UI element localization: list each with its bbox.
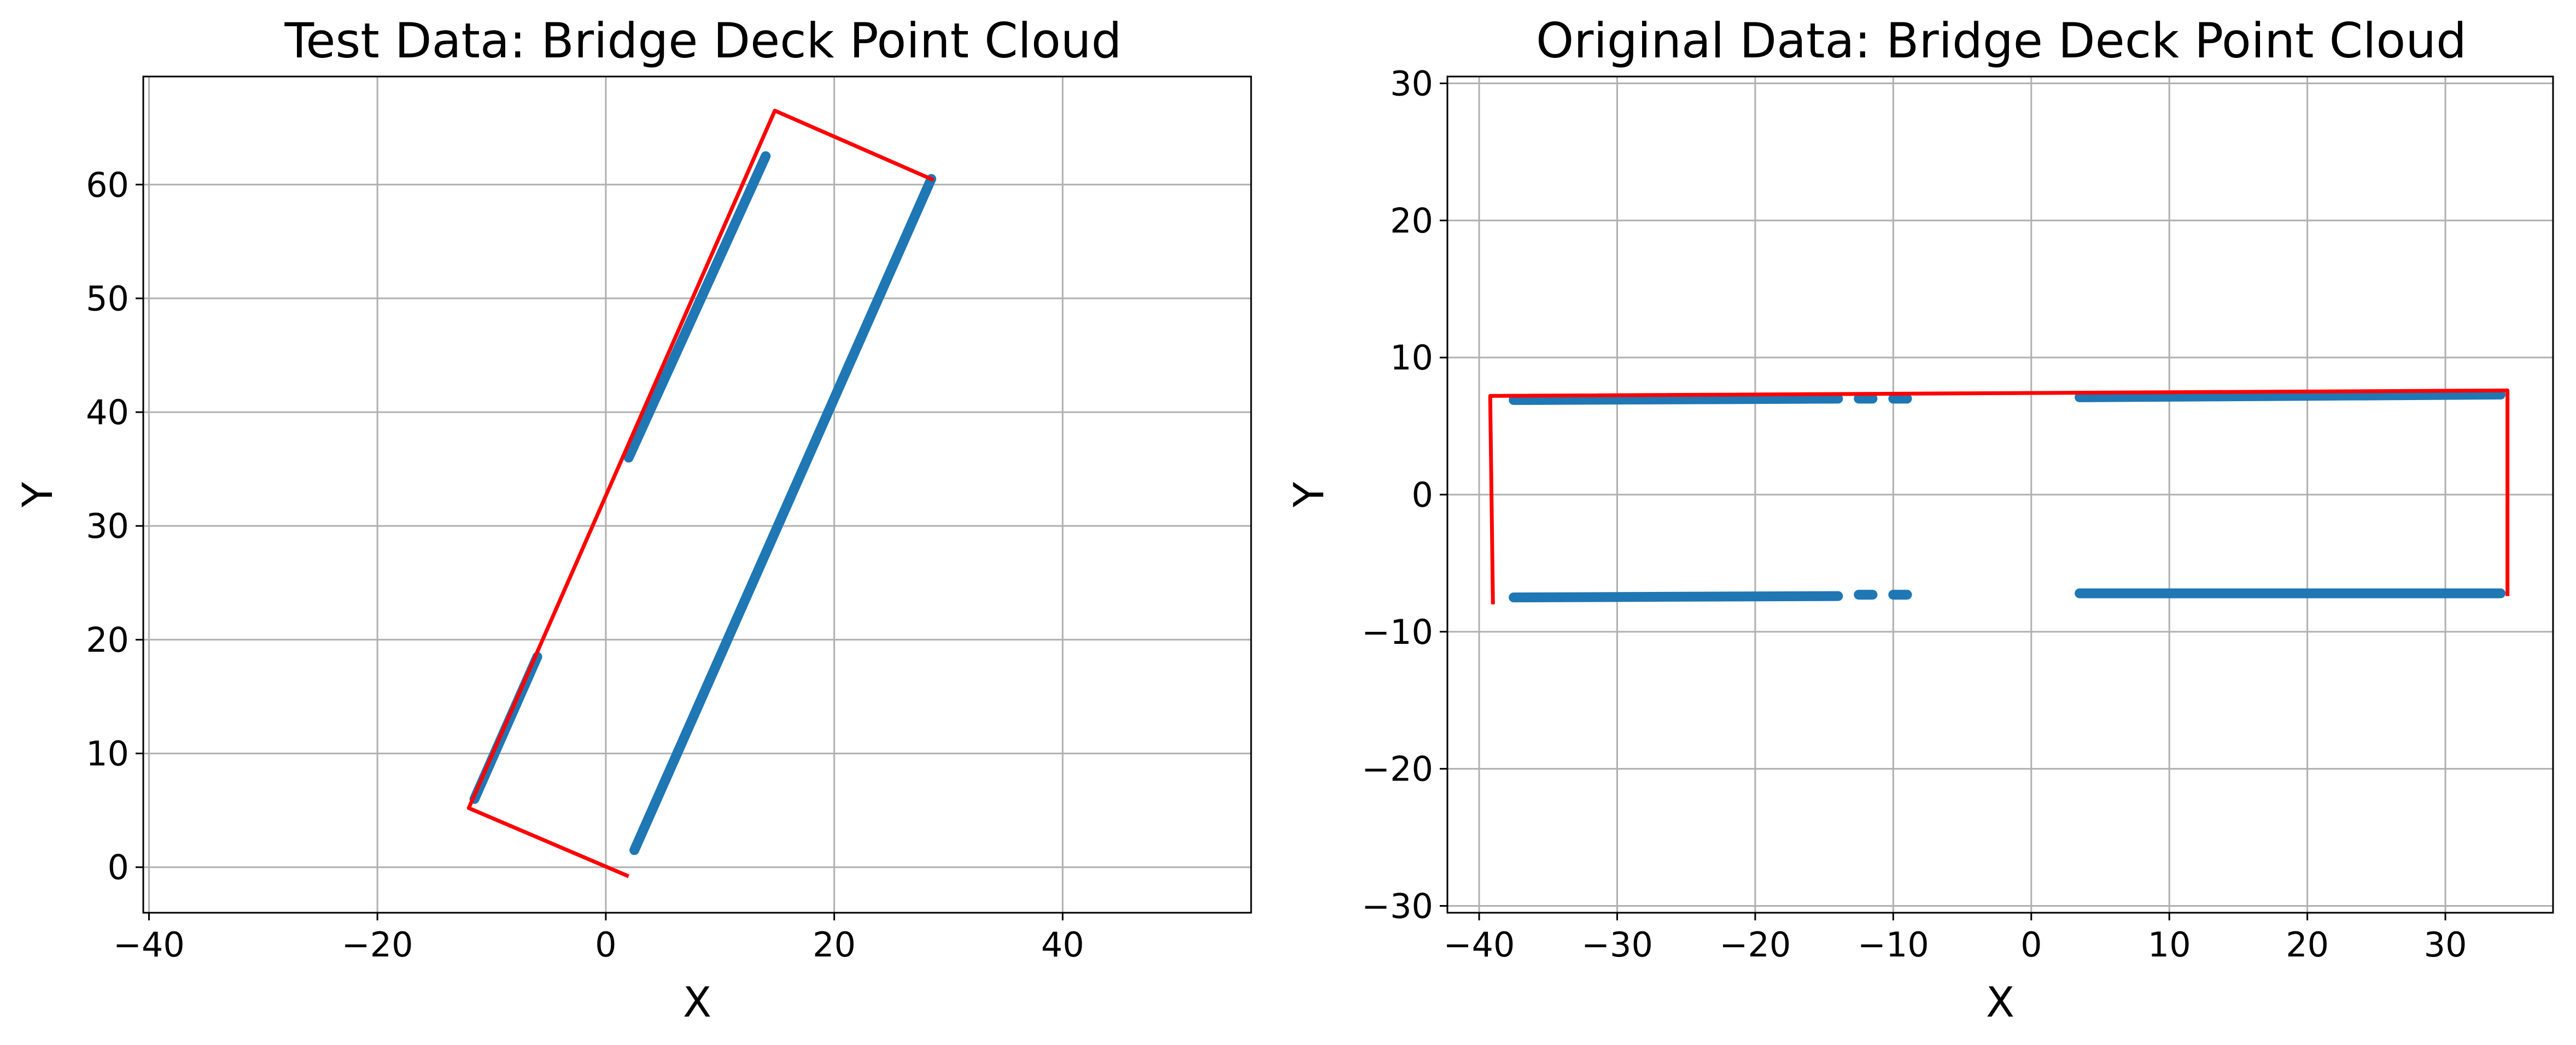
y-tick-label: 20: [1390, 201, 1433, 240]
y-tick-label: 30: [1390, 64, 1433, 104]
plot-frame: [142, 75, 1252, 914]
grid: [1447, 77, 2553, 913]
y-tick-label: −30: [1362, 886, 1433, 926]
point-cluster: [1509, 394, 1843, 405]
chart-title: Test Data: Bridge Deck Point Cloud: [284, 13, 1122, 69]
x-tick-label: 0: [595, 925, 616, 965]
point-cluster: [629, 174, 937, 855]
x-tick-label: −20: [342, 925, 413, 965]
x-tick-label: 0: [2020, 925, 2042, 965]
y-tick-label: −10: [1362, 612, 1433, 652]
x-tick-labels: −40 −30 −20 −10 0 10 20 30: [1444, 925, 2467, 965]
x-tick-label: −10: [1857, 925, 1929, 965]
x-axis-label: X: [683, 978, 711, 1026]
point-cluster: [623, 151, 771, 463]
x-tick-marks: [1478, 913, 2446, 920]
grid: [143, 77, 1251, 913]
y-tick-labels: −30 −20 −10 0 10 20 30: [1362, 64, 1433, 926]
x-tick-label: 30: [2424, 925, 2467, 965]
subplot-original-data: Original Data: Bridge Deck Point Cloud −…: [1284, 13, 2554, 1026]
bounding-line: [1488, 388, 2510, 604]
y-tick-label: 10: [86, 734, 129, 774]
point-cluster: [2075, 389, 2506, 402]
point-cluster: [1509, 591, 1843, 603]
x-tick-label: 10: [2148, 925, 2191, 965]
point-cloud: [1509, 389, 2506, 603]
y-tick-labels: 0 10 20 30 40 50 60: [86, 165, 129, 888]
plot-frame: [1446, 75, 2554, 914]
y-tick-label: 40: [86, 392, 129, 432]
x-tick-labels: −40 −20 0 20 40: [113, 925, 1084, 965]
x-tick-label: −40: [1444, 925, 1515, 965]
y-tick-label: 0: [1412, 475, 1433, 515]
bounding-outline: [1488, 388, 2510, 604]
x-tick-marks: [148, 913, 1064, 920]
x-tick-label: −20: [1720, 925, 1791, 965]
chart-title: Original Data: Bridge Deck Point Cloud: [1536, 13, 2467, 69]
y-tick-marks: [1440, 83, 1447, 907]
y-tick-marks: [136, 184, 143, 868]
y-tick-label: 50: [86, 279, 129, 319]
bounding-outline: [466, 108, 934, 878]
y-tick-label: 20: [86, 620, 129, 660]
y-tick-label: 30: [86, 506, 129, 546]
y-tick-label: −20: [1362, 749, 1433, 789]
point-cloud: [469, 151, 937, 855]
x-tick-label: 40: [1041, 925, 1084, 965]
y-axis-label: Y: [1284, 482, 1333, 508]
x-tick-label: −40: [113, 925, 185, 965]
y-tick-label: 10: [1390, 338, 1433, 378]
y-axis-label: Y: [13, 482, 62, 508]
y-tick-label: 0: [108, 848, 129, 888]
subplot-test-data: Test Data: Bridge Deck Point Cloud −40 −2…: [13, 13, 1252, 1026]
x-tick-label: −30: [1581, 925, 1653, 965]
x-axis-label: X: [1986, 978, 2014, 1026]
y-tick-label: 60: [86, 165, 129, 205]
bounding-line: [466, 108, 934, 878]
x-tick-label: 20: [2286, 925, 2329, 965]
x-tick-label: 20: [813, 925, 856, 965]
